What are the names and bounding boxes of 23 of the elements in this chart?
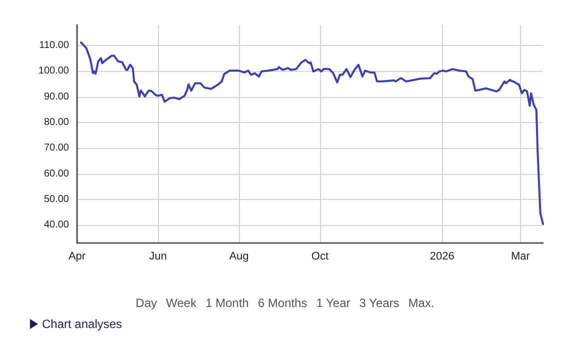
text: 6 Months	[258, 296, 308, 310]
text: Max.	[408, 296, 434, 310]
x-tick-label: 2026	[430, 250, 454, 262]
x-tick-label: Oct	[311, 250, 329, 262]
x-tick-label: Jun	[149, 250, 167, 262]
text: 1 Year	[316, 296, 350, 310]
y-tick-label: 50.00	[44, 194, 70, 205]
line-series	[80, 41, 544, 226]
text: Chart analyses	[42, 317, 122, 331]
text: Day	[136, 296, 158, 310]
y-tick-label: 110.00	[39, 40, 70, 52]
y-tick-label: 100.00	[38, 66, 70, 77]
y-tick-label: 40.00	[44, 220, 70, 231]
y-tick-label: 70.00	[44, 142, 70, 154]
text: 3 Years	[359, 296, 400, 310]
y-tick-label: 80.00	[44, 116, 70, 128]
x-tick-label: Apr	[68, 250, 86, 262]
text: Week	[166, 296, 196, 310]
y-tick-label: 90.00	[44, 91, 70, 102]
text: 1 Month	[205, 296, 249, 310]
x-tick-label: Aug	[229, 250, 249, 262]
y-tick-label: 60.00	[44, 168, 70, 180]
x-tick-label: Mar	[510, 250, 530, 262]
